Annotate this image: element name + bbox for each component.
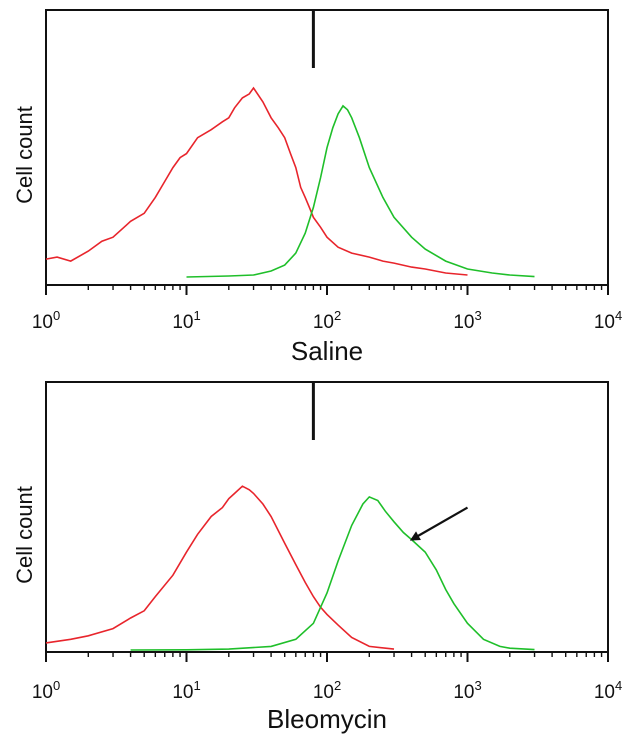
panel-saline: 100 101 102 103 104 Cell count Saline bbox=[12, 9, 622, 366]
x-tick-label: 102 bbox=[313, 678, 341, 703]
y-axis-label: Cell count bbox=[12, 106, 37, 204]
x-axis-label: Bleomycin bbox=[267, 704, 387, 734]
y-axis-label: Cell count bbox=[12, 486, 37, 584]
x-tick-label: 102 bbox=[313, 308, 341, 333]
x-tick-label: 104 bbox=[594, 308, 622, 333]
x-tick-label: 100 bbox=[32, 678, 60, 703]
series-line-2 bbox=[186, 104, 535, 278]
x-axis-label: Saline bbox=[291, 336, 363, 366]
x-tick-label: 104 bbox=[594, 678, 622, 703]
annotation-arrow bbox=[409, 506, 469, 541]
x-tick-label: 101 bbox=[172, 678, 200, 703]
x-tick-label: 103 bbox=[453, 308, 481, 333]
x-tick-label: 103 bbox=[453, 678, 481, 703]
x-tick-label: 100 bbox=[32, 308, 60, 333]
series-line-2 bbox=[130, 495, 535, 651]
panel-bleomycin: 100 101 102 103 104 Cell count Bleomycin bbox=[12, 381, 622, 734]
series-line-1 bbox=[45, 485, 395, 650]
x-tick-label: 101 bbox=[172, 308, 200, 333]
plot-frame bbox=[45, 381, 609, 653]
series-line-1 bbox=[45, 86, 468, 276]
